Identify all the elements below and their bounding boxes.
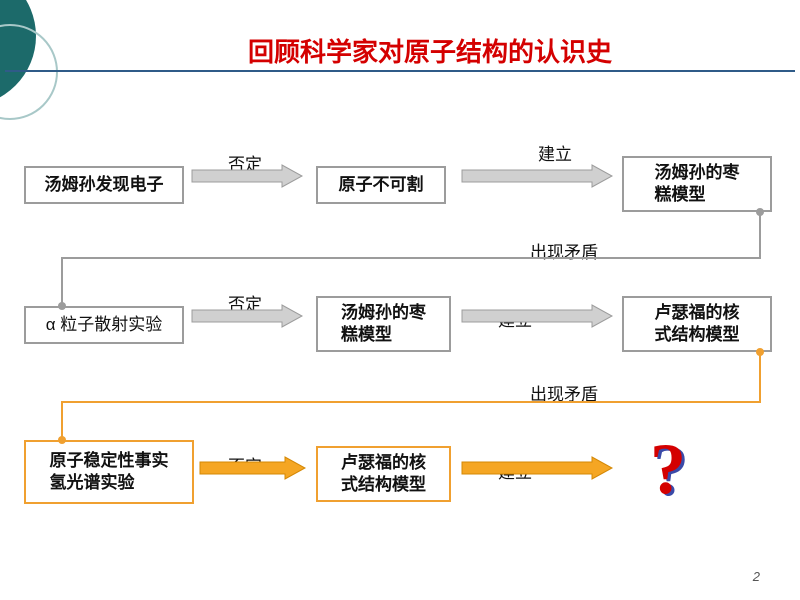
slide-root: 回顾科学家对原子结构的认识史 汤姆孙发现电子 原子不可割 汤姆孙的枣糕模型 α …: [0, 0, 800, 600]
page-number: 2: [753, 569, 760, 584]
question-mark-icon: ?: [650, 428, 686, 511]
qmark-red: ?: [650, 429, 686, 509]
